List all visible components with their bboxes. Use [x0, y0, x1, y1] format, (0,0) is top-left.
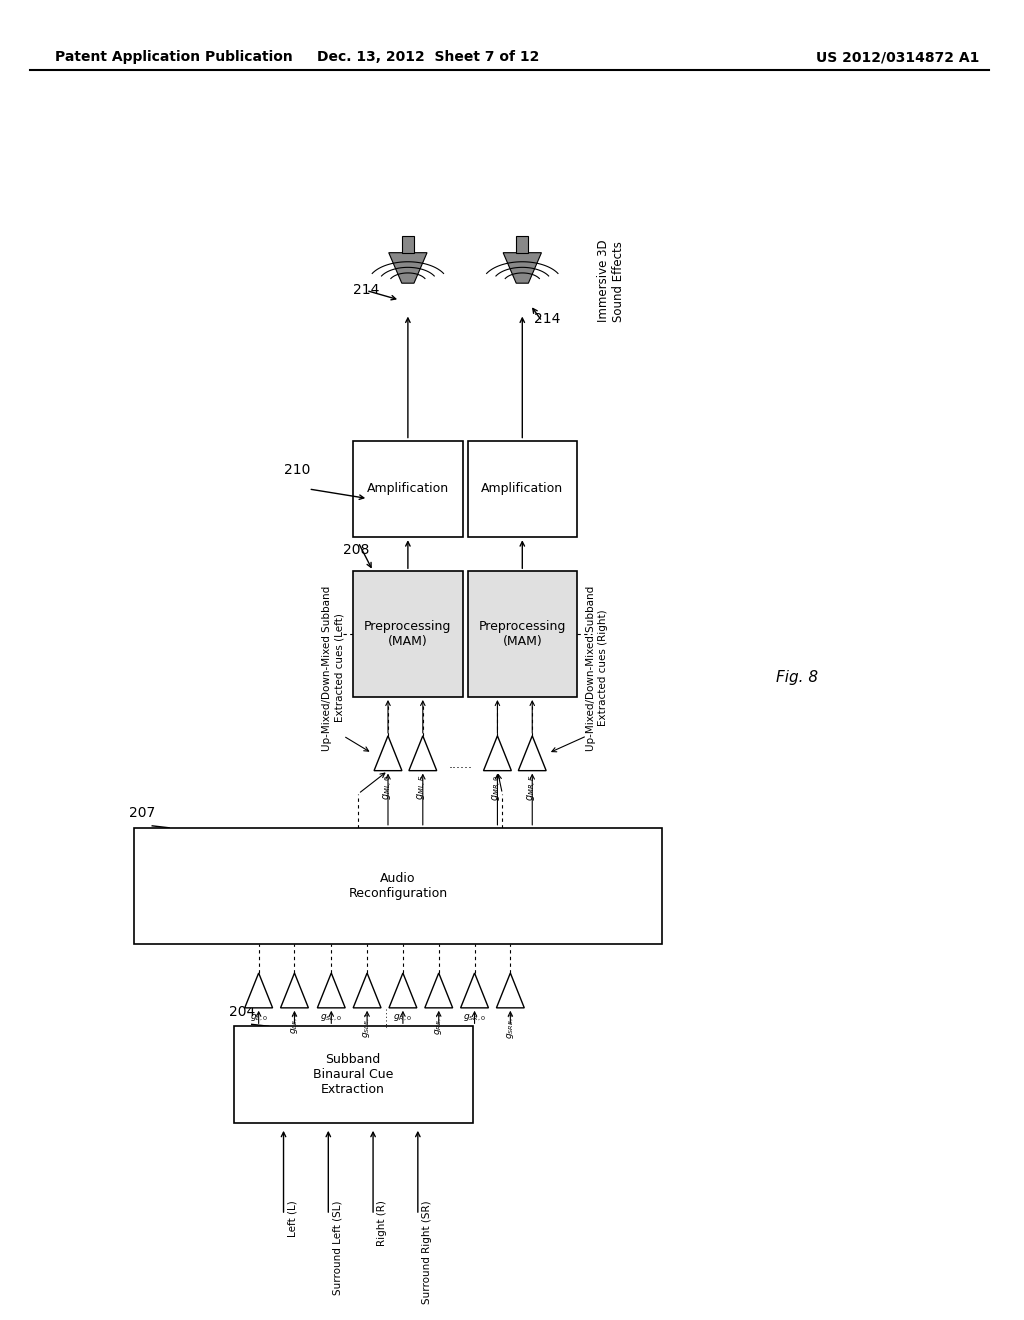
Polygon shape — [518, 735, 546, 771]
Text: Up-Mixed/Down-Mixed Subband
Extracted cues (Right): Up-Mixed/Down-Mixed Subband Extracted cu… — [586, 585, 607, 751]
Bar — [233, 1026, 472, 1123]
Text: $g_{ML,E}$: $g_{ML,E}$ — [417, 775, 429, 800]
Polygon shape — [461, 973, 488, 1008]
Text: 207: 207 — [129, 807, 156, 820]
Text: US 2012/0314872 A1: US 2012/0314872 A1 — [816, 50, 979, 65]
Bar — [353, 572, 463, 697]
Text: $g_{MR,E}$: $g_{MR,E}$ — [525, 775, 539, 801]
Text: $g_{SL,0}$: $g_{SL,0}$ — [321, 1011, 342, 1023]
Bar — [401, 236, 414, 252]
Polygon shape — [483, 735, 511, 771]
Text: Right (R): Right (R) — [377, 1200, 387, 1246]
Text: $g_{R,0}$: $g_{R,0}$ — [393, 1011, 413, 1023]
Polygon shape — [409, 735, 437, 771]
Bar — [353, 441, 463, 537]
Polygon shape — [497, 973, 524, 1008]
Text: $g_{RE,1}$: $g_{RE,1}$ — [433, 1011, 444, 1035]
Text: Dec. 13, 2012  Sheet 7 of 12: Dec. 13, 2012 Sheet 7 of 12 — [316, 50, 539, 65]
Text: $g_{ML,0}$: $g_{ML,0}$ — [382, 775, 394, 800]
Bar — [468, 441, 577, 537]
Polygon shape — [425, 973, 453, 1008]
Bar — [516, 236, 528, 252]
Text: $g_{SLE,1}$: $g_{SLE,1}$ — [361, 1011, 373, 1038]
Text: Preprocessing
(MAM): Preprocessing (MAM) — [478, 620, 566, 648]
Polygon shape — [353, 973, 381, 1008]
Polygon shape — [389, 973, 417, 1008]
Text: Surround Left (SL): Surround Left (SL) — [332, 1200, 342, 1295]
Polygon shape — [503, 252, 542, 284]
Text: $g_{LE,1}$: $g_{LE,1}$ — [289, 1011, 300, 1034]
Text: Up-Mixed/Down-Mixed Subband
Extracted cues (Left): Up-Mixed/Down-Mixed Subband Extracted cu… — [323, 585, 344, 751]
Polygon shape — [389, 252, 427, 284]
Text: Subband
Binaural Cue
Extraction: Subband Binaural Cue Extraction — [313, 1053, 393, 1096]
Text: $g_{MR,0}$: $g_{MR,0}$ — [490, 775, 504, 801]
Text: ......: ...... — [449, 759, 473, 771]
Text: Patent Application Publication: Patent Application Publication — [54, 50, 293, 65]
Text: Audio
Reconfiguration: Audio Reconfiguration — [348, 873, 447, 900]
Text: Amplification: Amplification — [481, 482, 563, 495]
Text: Fig. 8: Fig. 8 — [776, 671, 818, 685]
Text: Immersive 3D
Sound Effects: Immersive 3D Sound Effects — [597, 239, 625, 322]
Polygon shape — [374, 735, 401, 771]
Bar — [468, 572, 577, 697]
Text: Amplification: Amplification — [367, 482, 449, 495]
Text: 208: 208 — [343, 543, 370, 557]
Text: ......: ...... — [379, 1006, 389, 1027]
Text: 214: 214 — [535, 313, 560, 326]
Text: $g_{SRE,1}$: $g_{SRE,1}$ — [505, 1011, 516, 1039]
Text: 214: 214 — [353, 284, 380, 297]
Polygon shape — [245, 973, 272, 1008]
Text: Surround Right (SR): Surround Right (SR) — [422, 1200, 432, 1304]
Text: Left (L): Left (L) — [288, 1200, 298, 1237]
Text: $g_{SR,0}$: $g_{SR,0}$ — [463, 1011, 486, 1023]
Bar — [134, 828, 662, 944]
Text: 210: 210 — [284, 462, 310, 477]
Polygon shape — [281, 973, 308, 1008]
Text: 204: 204 — [228, 1005, 255, 1019]
Text: $g_{L,0}$: $g_{L,0}$ — [250, 1011, 267, 1023]
Polygon shape — [317, 973, 345, 1008]
Text: Preprocessing
(MAM): Preprocessing (MAM) — [365, 620, 452, 648]
